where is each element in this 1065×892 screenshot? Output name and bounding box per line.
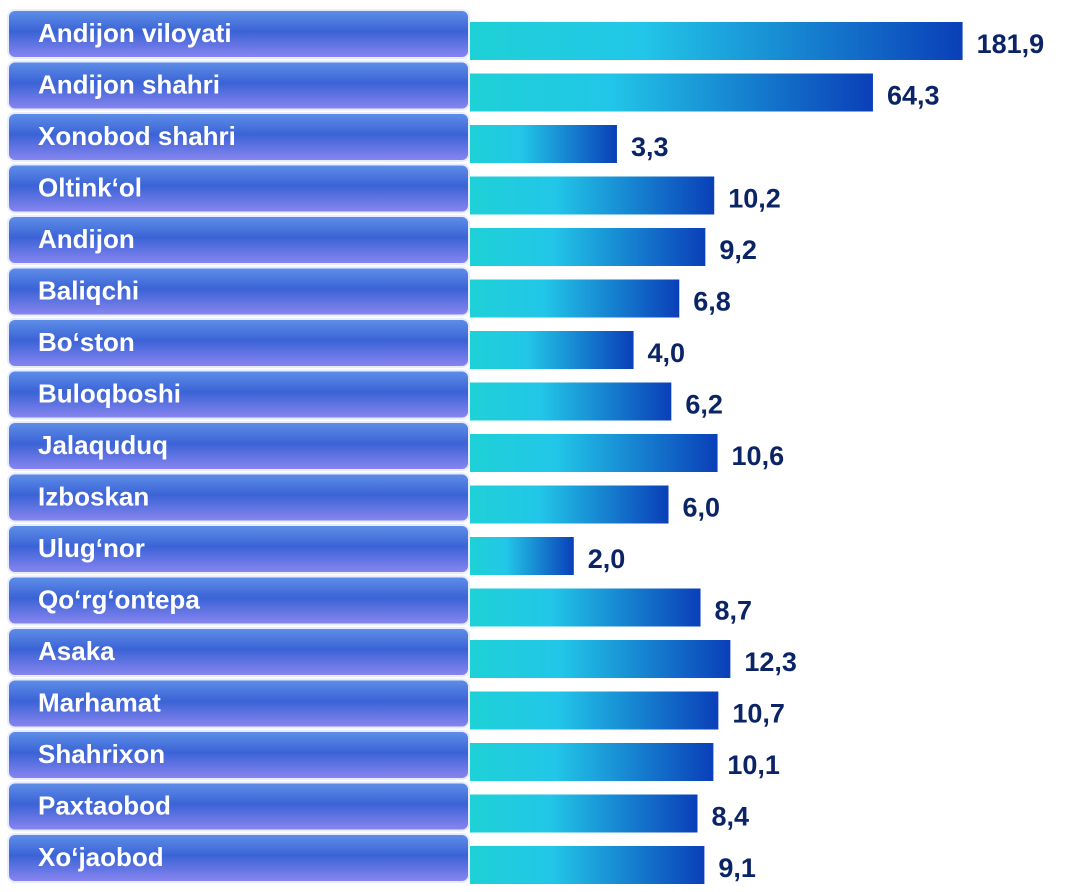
category-box <box>7 112 470 162</box>
bar <box>470 176 715 215</box>
category-label: Xonobod shahri <box>38 121 236 151</box>
bar <box>470 537 574 575</box>
category-label: Jalaquduq <box>38 430 168 460</box>
value-label: 9,1 <box>718 853 756 883</box>
category-label: Shahrixon <box>38 739 165 769</box>
bar <box>470 125 617 163</box>
value-label: 181,9 <box>977 29 1045 59</box>
category-box <box>7 369 470 420</box>
value-label: 10,6 <box>732 441 785 471</box>
bar <box>470 228 706 266</box>
category-box <box>7 163 470 214</box>
bar <box>470 382 672 421</box>
value-label: 10,1 <box>727 750 780 780</box>
category-box <box>7 266 470 317</box>
value-label: 6,2 <box>685 390 723 420</box>
value-label: 9,2 <box>719 235 757 265</box>
bar <box>470 485 669 524</box>
value-label: 8,4 <box>711 802 749 832</box>
bar <box>470 279 680 318</box>
category-label: Buloqboshi <box>38 378 181 408</box>
category-label: Baliqchi <box>38 275 139 305</box>
category-box <box>7 60 470 111</box>
category-label: Andijon shahri <box>38 69 220 99</box>
bar <box>470 640 731 678</box>
value-label: 8,7 <box>715 596 753 626</box>
category-box <box>7 781 470 832</box>
category-label: Qo‘rg‘ontepa <box>38 584 200 614</box>
bar <box>470 846 705 884</box>
bar <box>470 331 634 369</box>
category-label: Marhamat <box>38 687 161 717</box>
category-label: Asaka <box>38 636 115 666</box>
bar <box>470 22 963 60</box>
category-label: Paxtaobod <box>38 790 171 820</box>
category-box <box>7 472 470 523</box>
category-label: Andijon viloyati <box>38 18 232 48</box>
bar <box>470 588 701 627</box>
category-box <box>7 524 470 574</box>
value-label: 3,3 <box>631 132 669 162</box>
bar <box>470 73 873 112</box>
bar <box>470 434 718 472</box>
category-box <box>7 318 470 368</box>
category-label: Andijon <box>38 224 135 254</box>
category-label: Oltink‘ol <box>38 172 142 202</box>
category-box <box>7 9 470 59</box>
value-label: 2,0 <box>588 544 626 574</box>
category-label: Ulug‘nor <box>38 533 145 563</box>
bar <box>470 794 698 833</box>
value-label: 64,3 <box>887 81 940 111</box>
value-label: 4,0 <box>648 338 686 368</box>
category-label: Bo‘ston <box>38 327 135 357</box>
category-box <box>7 730 470 780</box>
value-label: 6,0 <box>682 493 720 523</box>
category-box <box>7 833 470 883</box>
value-label: 12,3 <box>744 647 797 677</box>
value-label: 6,8 <box>693 287 731 317</box>
value-label: 10,7 <box>732 699 785 729</box>
category-box <box>7 215 470 265</box>
category-box <box>7 627 470 677</box>
category-label: Izboskan <box>38 481 149 511</box>
bar <box>470 743 714 781</box>
category-label: Xo‘jaobod <box>38 842 164 872</box>
category-box <box>7 678 470 729</box>
category-box <box>7 575 470 626</box>
category-box <box>7 421 470 471</box>
value-label: 10,2 <box>728 184 781 214</box>
bar <box>470 691 719 730</box>
